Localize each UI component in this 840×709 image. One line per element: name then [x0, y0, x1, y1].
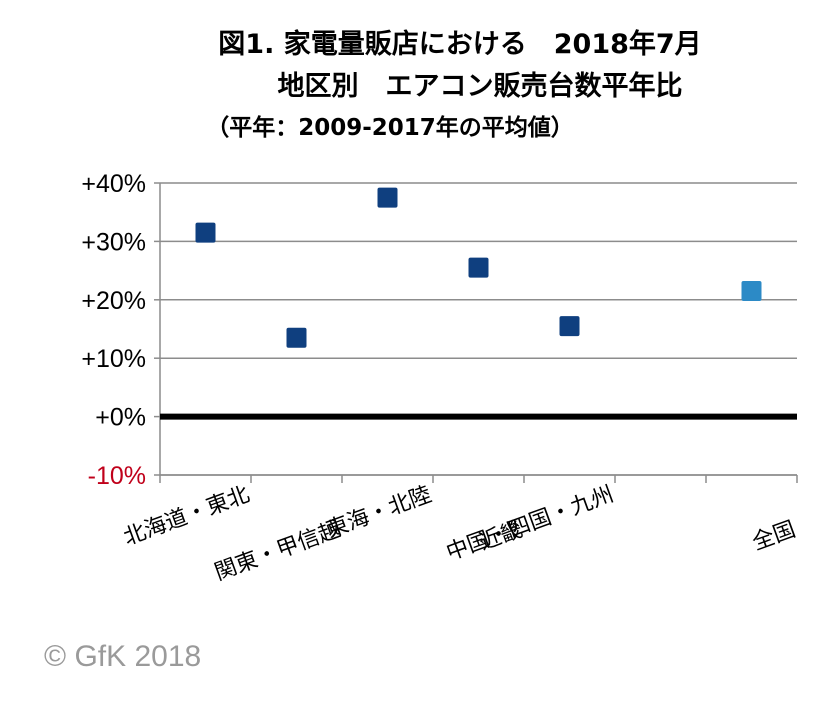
chart-title-line-2: 地区別 エアコン販売台数平年比: [277, 71, 683, 102]
x-category-label-1: 関東・甲信越: [211, 517, 344, 586]
data-point-1: [286, 327, 307, 348]
x-category-label-0: 北海道・東北: [120, 482, 253, 551]
data-point-4: [559, 316, 580, 337]
copyright-notice: © GfK 2018: [44, 640, 202, 673]
y-tick-label-3: +10%: [81, 345, 146, 373]
x-category-label-4: 中国・四国・九州: [443, 482, 617, 566]
y-tick-label-4: +0%: [95, 404, 146, 432]
data-point-3: [468, 257, 489, 278]
data-point-5: [741, 281, 762, 302]
y-tick-label-1: +30%: [81, 228, 146, 256]
data-point-0: [195, 222, 216, 243]
scatter-chart: +40% +30% +20% +10% +0% -10%北海道・東北関東・甲信越東海・北陸…: [81, 170, 799, 586]
y-tick-label-5: -10%: [88, 462, 146, 490]
y-tick-label-0: +40%: [81, 170, 146, 198]
x-category-label-5: 全国: [749, 517, 799, 556]
chart-title-line-1: 図1. 家電量販店における 2018年7月: [218, 29, 702, 60]
data-point-2: [377, 187, 398, 208]
chart-subtitle: （平年：2009-2017年の平均値）: [206, 115, 574, 141]
x-category-label-2: 東海・北陸: [323, 482, 435, 543]
y-tick-label-2: +20%: [81, 287, 146, 315]
